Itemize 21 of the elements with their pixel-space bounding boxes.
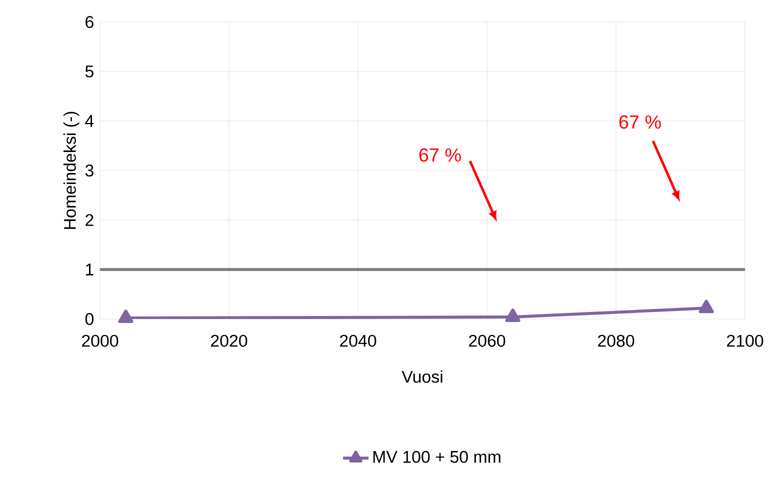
x-tick-label: 2080 (598, 334, 634, 347)
y-tick-label: 5 (85, 66, 94, 78)
point (698, 300, 714, 314)
y-tick-label: 0 (85, 313, 94, 325)
y-tick-label: 6 (86, 16, 94, 28)
y-tick-label: 2 (86, 214, 94, 226)
point (118, 310, 134, 323)
point (505, 308, 520, 322)
y-tick-label: 1 (86, 264, 94, 276)
annotation: 67 % (419, 148, 461, 162)
y-tick-label: 3 (85, 164, 94, 177)
x-tick-label: 2020 (211, 334, 248, 347)
x-axis-title: Vuosi (402, 370, 442, 383)
y-axis-title: Homeindeksi (-) (63, 112, 80, 229)
x-tick-label: 2060 (469, 334, 506, 347)
annotation: 67 % (619, 115, 661, 129)
y-tick-label: 4 (85, 115, 94, 127)
x-tick-label: 2000 (82, 334, 118, 347)
x-tick-label: 2040 (340, 334, 376, 347)
x-tick-label: 2100 (727, 334, 764, 347)
legend-label: MV 100 + 50 mm (373, 450, 500, 463)
